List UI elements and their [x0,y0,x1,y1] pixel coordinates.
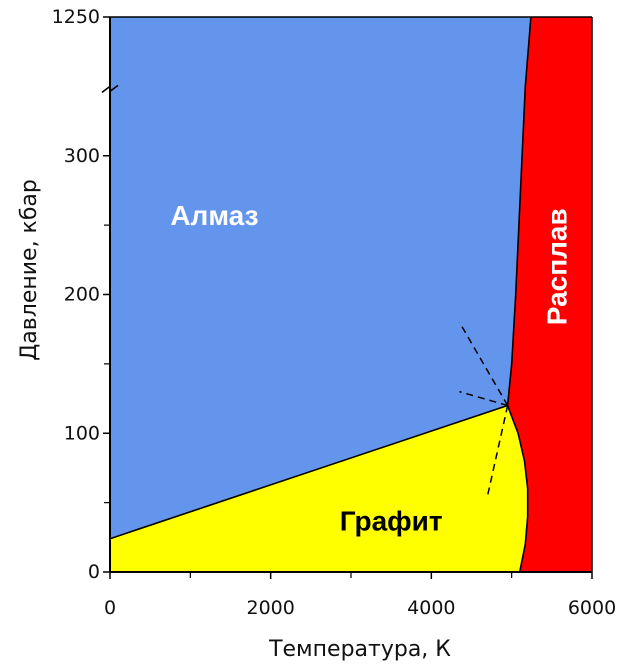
line-graphite-melt [506,405,529,573]
metastable-line-2 [459,390,508,407]
line-diamond-melt [506,16,532,406]
metastable-line-1 [458,321,509,406]
x-axis-title: Температура, К [268,637,451,662]
x-tick-label-4000: 4000 [407,597,455,619]
region-label-diamond: Алмаз [170,200,258,231]
region-label-melt: Расплав [542,208,573,325]
y-axis-title: Давление, кбар [17,179,42,361]
region-diamond [110,17,531,539]
x-tick-label-6000: 6000 [568,597,616,619]
region-graphite [110,405,528,572]
metastable-line-3 [486,405,509,496]
y-axis-break-marker [101,84,119,94]
line-diamond-graphite [109,404,508,540]
x-tick-label-2000: 2000 [246,597,294,619]
y-tick-label-100: 100 [64,422,100,444]
y-tick-label-200: 200 [64,284,100,306]
regions-layer [110,17,592,572]
axes-layer: 0 2000 4000 6000 0 100 200 300 1250 [52,6,617,619]
y-tick-label-0: 0 [88,561,100,583]
y-tick-label-300: 300 [64,145,100,167]
boundary-lines-layer [109,16,532,573]
x-tick-label-0: 0 [104,597,116,619]
labels-layer: Алмаз Графит Расплав [170,200,572,536]
region-label-graphite: Графит [340,505,443,536]
y-tick-label-1250: 1250 [52,6,100,28]
